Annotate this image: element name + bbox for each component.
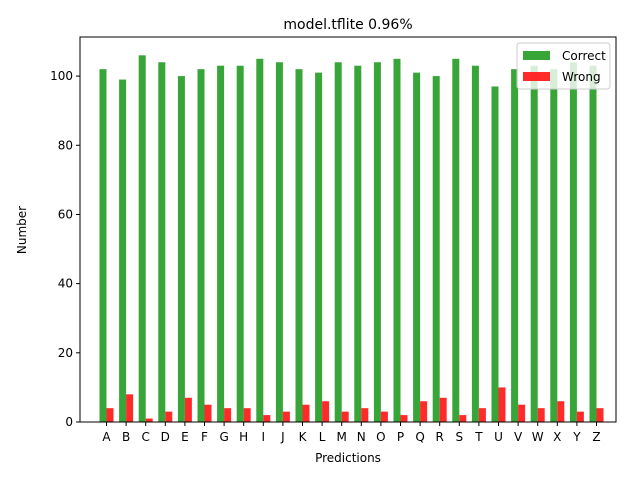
bar-wrong-P — [400, 415, 408, 422]
bar-correct-T — [471, 65, 479, 422]
bar-correct-R — [432, 76, 440, 423]
x-tick-label-A: A — [102, 430, 111, 444]
bar-wrong-W — [537, 408, 545, 422]
bar-wrong-V — [518, 404, 526, 422]
x-tick-label-E: E — [181, 430, 189, 444]
legend-swatch-wrong — [523, 72, 550, 81]
x-tick-label-L: L — [319, 430, 326, 444]
legend-label-wrong: Wrong — [562, 70, 601, 84]
bar-wrong-C — [145, 418, 153, 422]
bar-correct-E — [177, 76, 185, 423]
bar-wrong-Z — [596, 408, 604, 422]
bar-correct-J — [275, 62, 283, 422]
x-tick-label-N: N — [357, 430, 366, 444]
y-tick-label: 20 — [58, 346, 73, 360]
legend-swatch-correct — [523, 51, 550, 60]
x-tick-label-J: J — [280, 430, 285, 444]
x-tick-label-I: I — [262, 430, 266, 444]
x-tick-label-K: K — [299, 430, 308, 444]
x-tick-label-S: S — [455, 430, 463, 444]
bar-wrong-J — [282, 411, 290, 422]
bar-wrong-O — [380, 411, 388, 422]
y-tick-label: 40 — [58, 277, 73, 291]
x-tick-label-M: M — [337, 430, 347, 444]
bars-layer — [99, 55, 604, 423]
bar-wrong-U — [498, 387, 506, 422]
bar-wrong-N — [361, 408, 369, 422]
bar-wrong-R — [439, 397, 447, 422]
bar-wrong-S — [459, 415, 467, 422]
x-tick-label-U: U — [494, 430, 503, 444]
axes-layer: 0 20 40 60 80 100 A B C D E F G H I J K L M N O P Q R S T U V W X Y Z — [50, 36, 617, 444]
bar-wrong-Y — [576, 411, 584, 422]
x-tick-label-R: R — [436, 430, 444, 444]
y-tick-label: 60 — [58, 207, 73, 221]
x-tick-label-P: P — [397, 430, 404, 444]
x-tick-label-Q: Q — [415, 430, 424, 444]
bar-correct-Q — [413, 72, 421, 422]
bar-wrong-T — [478, 408, 486, 422]
x-tick-label-Y: Y — [572, 430, 581, 444]
y-axis-label: Number — [15, 206, 29, 254]
bar-wrong-L — [322, 401, 330, 422]
x-axis-label: Predictions — [315, 451, 381, 465]
x-tick-label-D: D — [161, 430, 170, 444]
bar-correct-F — [197, 69, 205, 423]
bar-wrong-D — [165, 411, 173, 422]
bar-correct-P — [393, 58, 401, 423]
bar-correct-H — [236, 65, 244, 422]
legend-label-correct: Correct — [562, 49, 606, 63]
bar-correct-G — [217, 65, 225, 422]
x-tick-label-B: B — [122, 430, 130, 444]
x-tick-label-V: V — [514, 430, 523, 444]
bar-correct-K — [295, 69, 303, 423]
bar-wrong-K — [302, 404, 310, 422]
bar-wrong-E — [184, 397, 192, 422]
plot-frame — [79, 36, 617, 423]
bar-wrong-G — [224, 408, 232, 422]
bar-correct-A — [99, 69, 107, 423]
y-tick-label: 100 — [50, 69, 73, 83]
x-tick-label-O: O — [376, 430, 385, 444]
bar-correct-L — [315, 72, 323, 422]
bar-correct-D — [158, 62, 166, 422]
bar-wrong-H — [243, 408, 251, 422]
bar-correct-C — [138, 55, 146, 422]
x-tick-label-C: C — [142, 430, 150, 444]
bar-correct-V — [511, 69, 519, 423]
bar-wrong-F — [204, 404, 212, 422]
y-tick-label: 80 — [58, 138, 73, 152]
x-tick-label-F: F — [201, 430, 208, 444]
bar-wrong-Q — [420, 401, 428, 422]
bar-correct-I — [256, 58, 264, 423]
x-tick-label-W: W — [532, 430, 544, 444]
chart-title: model.tflite 0.96% — [283, 17, 412, 33]
bar-correct-X — [550, 69, 558, 423]
x-tick-label-Z: Z — [592, 430, 600, 444]
bar-wrong-A — [106, 408, 114, 422]
bar-correct-N — [354, 65, 362, 422]
bar-wrong-M — [341, 411, 349, 422]
bar-wrong-B — [126, 394, 134, 422]
bar-correct-S — [452, 58, 460, 423]
bar-wrong-I — [263, 415, 271, 422]
x-tick-label-X: X — [553, 430, 561, 444]
legend: Correct Wrong — [516, 42, 611, 90]
bar-wrong-X — [557, 401, 565, 422]
bar-correct-O — [373, 62, 381, 422]
x-tick-label-T: T — [474, 430, 483, 444]
bar-correct-M — [334, 62, 342, 422]
bar-correct-W — [530, 65, 538, 422]
bar-correct-U — [491, 86, 499, 423]
y-tick-label: 0 — [65, 415, 73, 429]
bar-correct-B — [119, 79, 127, 422]
bar-correct-Z — [589, 65, 597, 422]
x-tick-label-H: H — [239, 430, 248, 444]
bar-correct-Y — [569, 62, 577, 422]
x-tick-label-G: G — [219, 430, 228, 444]
